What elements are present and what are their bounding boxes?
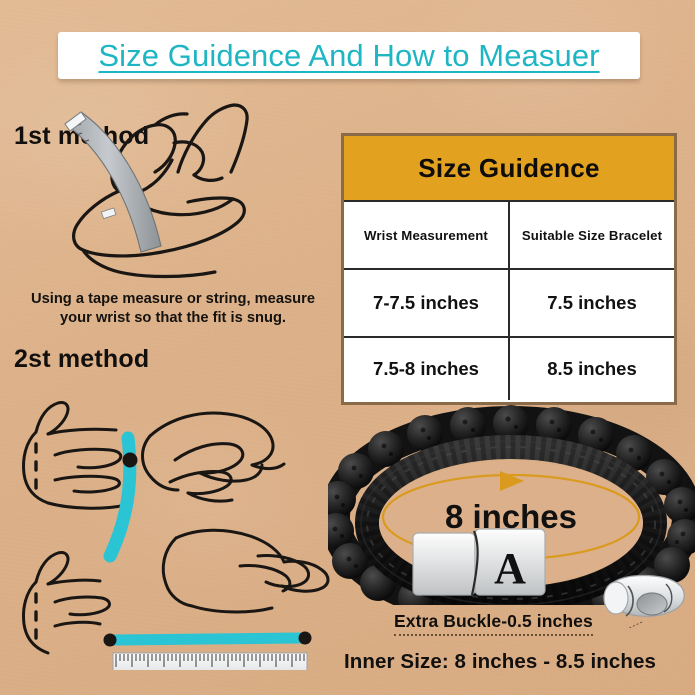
measurement-oval [381, 473, 641, 561]
clasp-initial-letter: A [494, 544, 526, 593]
table-header-bracelet: Suitable Size Bracelet [521, 227, 663, 243]
table-title: Size Guidence [418, 152, 600, 183]
table-cell-bracelet: 8.5 inches [547, 358, 637, 379]
table-cell-bracelet: 7.5 inches [547, 292, 637, 313]
size-guidance-table: Size Guidence Wrist Measurement Suitable… [341, 133, 677, 405]
bracelet-photo: 8 inches A [328, 405, 695, 605]
method-1-caption: Using a tape measure or string, measure … [8, 290, 338, 328]
arrow-left-icon [500, 543, 524, 563]
arrow-right-icon [500, 471, 524, 491]
caption-line-1: Using a tape measure or string, measure [30, 291, 316, 307]
braided-leather-band [355, 435, 667, 605]
page-title: Size Guidence And How to Measuer [98, 37, 600, 73]
table-row: 7-7.5 inches 7.5 inches [344, 270, 674, 338]
method-2-heading: 2st method [14, 345, 150, 373]
table-title-bar: Size Guidence [344, 136, 674, 202]
extra-buckle-label: Extra Buckle-0.5 inches [394, 611, 593, 636]
bracelet-clasp: A [412, 528, 546, 596]
table-row: 7.5-8 inches 8.5 inches [344, 338, 674, 400]
inner-size-label: Inner Size: 8 inches - 8.5 inches [344, 650, 657, 673]
title-banner: Size Guidence And How to Measuer [58, 32, 640, 79]
method-2-illustration [22, 401, 330, 670]
table-header-row: Wrist Measurement Suitable Size Bracelet [344, 202, 674, 270]
table-header-wrist: Wrist Measurement [344, 202, 510, 268]
table-cell-wrist: 7-7.5 inches [344, 270, 510, 336]
bracelet-measurement-label: 8 inches [445, 498, 577, 535]
extra-buckle-icon [603, 574, 685, 628]
caption-line-2: your wrist so that the fit is snug. [59, 309, 287, 326]
lava-bead-ring [328, 405, 695, 605]
ruler [112, 652, 308, 670]
method-1-heading: 1st method [14, 122, 150, 150]
table-cell-wrist: 7.5-8 inches [344, 338, 510, 400]
